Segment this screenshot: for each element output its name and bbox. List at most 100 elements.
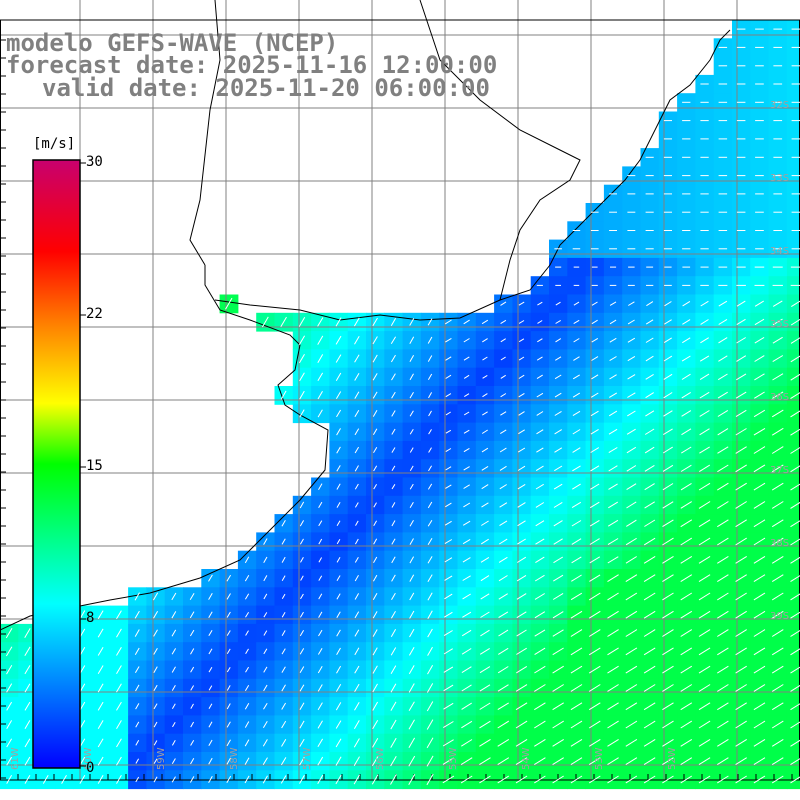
wind-arrow [443,684,454,692]
wind-arrow [771,684,784,692]
wind-arrow [245,611,250,618]
wind-arrow [445,337,452,343]
wind-arrow [445,502,452,508]
longitude-label: 55W [448,747,459,770]
wind-arrow [717,428,729,436]
wind-arrow [298,335,306,346]
wind-arrow [537,338,543,343]
wind-arrow [462,520,471,526]
wind-arrow [263,612,268,618]
wind-arrow [318,538,323,545]
wind-arrow [409,318,415,326]
wind-arrow [628,301,635,306]
wind-arrow [608,465,618,472]
wind-arrow [609,374,617,380]
wind-arrow [680,592,693,601]
wind-arrow [700,319,709,325]
wind-arrow [409,483,414,490]
border-line [419,0,581,301]
wind-arrow [626,446,637,454]
wind-arrow [391,556,396,564]
wind-arrow [554,465,563,472]
wind-arrow [609,301,617,306]
wind-arrow [317,738,324,748]
wind-arrow [372,719,379,730]
wind-arrow [588,775,601,784]
wind-arrow [607,720,619,729]
wind-arrow [97,665,104,675]
wind-arrow [718,300,728,307]
wind-arrow [336,593,341,600]
wind-arrow [717,519,729,528]
wind-arrow [335,756,342,766]
wind-arrow [735,537,747,546]
wind-arrow [171,776,176,783]
wind-arrow [428,392,433,399]
wind-arrow [462,538,471,545]
wind-arrow [443,702,454,710]
wind-arrow [552,702,564,711]
wind-arrow [479,775,491,784]
wind-arrow [208,757,213,765]
wind-arrow [190,739,195,746]
wind-cell [786,440,800,460]
wind-arrow [443,666,454,673]
wind-arrow [570,775,583,784]
wind-arrow [116,775,122,784]
wind-arrow [717,629,729,637]
wind-arrow [735,702,747,711]
wind-arrow [262,775,268,784]
wind-arrow [171,629,177,637]
wind-arrow [336,665,342,674]
wind-arrow [644,428,655,435]
wind-arrow [244,574,250,582]
wind-arrow [627,374,636,380]
wind-arrow [536,447,544,453]
wind-arrow [444,575,453,581]
longitude-label: 56W [375,747,386,770]
wind-arrow [335,702,342,711]
wind-arrow [428,465,433,472]
wind-arrow [189,611,195,619]
wind-arrow [354,629,360,637]
wind-arrow [479,684,491,692]
wind-arrow [516,611,527,619]
wind-arrow [699,428,710,436]
wind-arrow [570,665,583,674]
wind-arrow [607,610,619,619]
wind-arrow [643,647,656,656]
wind-arrow [625,702,638,711]
wind-arrow [444,611,453,618]
wind-arrow [717,373,728,381]
wind-arrow [736,300,746,307]
wind-arrow [680,702,693,711]
wind-arrow [461,648,472,655]
wind-arrow [335,354,342,363]
wind-arrow [409,447,414,453]
wind-arrow [699,355,710,362]
wind-arrow [771,702,784,711]
wind-arrow [390,336,397,345]
wind-arrow [771,720,784,729]
wind-arrow [373,447,378,454]
wind-cell [786,642,800,661]
wind-arrow [281,593,286,600]
wind-arrow [771,610,784,619]
wind-arrow [643,665,656,674]
wind-arrow [263,538,268,545]
wind-arrow [445,393,452,398]
wind-arrow [336,575,341,582]
wind-arrow [408,719,415,730]
wind-arrow [625,757,638,766]
wind-arrow [500,338,506,343]
wind-arrow [717,555,729,564]
wind-arrow [372,701,379,711]
wind-arrow [480,593,490,600]
wind-arrow [6,664,13,675]
wind-arrow [97,701,104,711]
wind-arrow [208,685,213,691]
latitude-labels: 32S 33S 34S 35S 36S 37S 38S 39S [770,100,789,622]
wind-arrow [717,501,729,509]
wind-arrow [97,646,104,656]
wind-arrow [427,646,433,656]
